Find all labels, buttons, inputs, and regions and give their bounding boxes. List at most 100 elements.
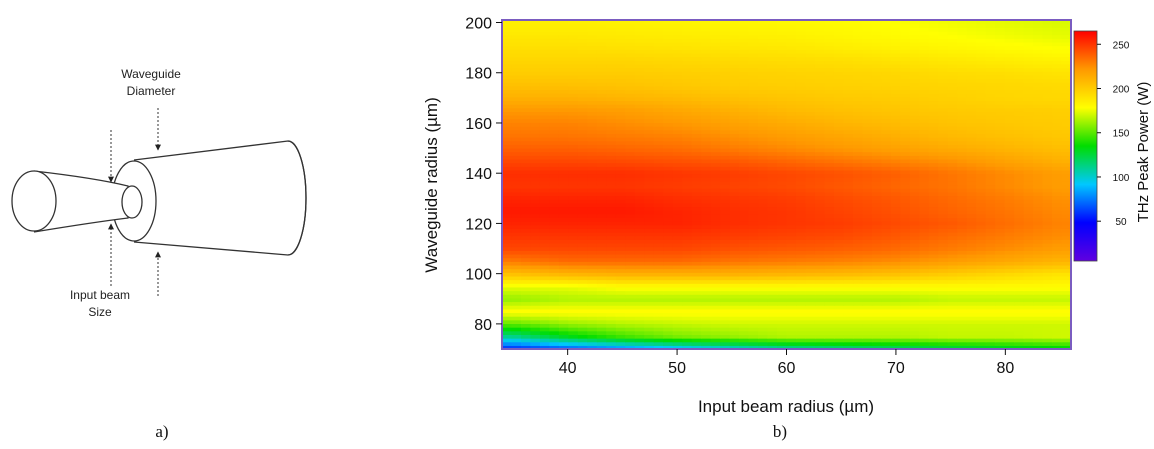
- heatmap-cell: [777, 232, 788, 237]
- heatmap-cell: [833, 257, 844, 262]
- heatmap-cell: [909, 283, 920, 288]
- heatmap-cell: [777, 213, 788, 218]
- heatmap-cell: [568, 305, 579, 310]
- heatmap-cell: [976, 122, 987, 127]
- heatmap-cell: [871, 279, 882, 284]
- heatmap-cell: [596, 82, 607, 87]
- heatmap-cell: [653, 268, 664, 273]
- heatmap-cell: [720, 268, 731, 273]
- heatmap-cell: [577, 221, 588, 226]
- heatmap-cell: [805, 191, 816, 197]
- heatmap-cell: [900, 239, 911, 244]
- heatmap-cell: [976, 279, 987, 284]
- heatmap-cell: [539, 82, 551, 87]
- heatmap-cell: [502, 312, 513, 317]
- heatmap-cell: [758, 228, 769, 233]
- heatmap-cell: [720, 305, 731, 310]
- heatmap-cell: [691, 49, 702, 54]
- heatmap-cell: [672, 232, 683, 237]
- heatmap-cell: [587, 345, 598, 350]
- heatmap-cell: [520, 286, 532, 292]
- heatmap-cell: [739, 188, 750, 193]
- heatmap-cell: [682, 111, 693, 116]
- heatmap-cell: [1052, 341, 1063, 346]
- heatmap-cell: [805, 82, 816, 87]
- heatmap-cell: [777, 221, 788, 226]
- heatmap-cell: [663, 286, 674, 292]
- heatmap-cell: [814, 126, 826, 131]
- heatmap-cell: [786, 118, 797, 123]
- heatmap-cell: [644, 210, 655, 215]
- heatmap-cell: [1004, 279, 1015, 284]
- heatmap-cell: [1033, 107, 1044, 112]
- heatmap-cell: [1042, 140, 1053, 145]
- heatmap-cell: [568, 82, 579, 87]
- heatmap-cell: [805, 330, 816, 335]
- heatmap-cell: [558, 191, 569, 197]
- heatmap-cell: [777, 100, 788, 105]
- heatmap-cell: [539, 290, 551, 295]
- heatmap-cell: [577, 224, 588, 229]
- heatmap-cell: [938, 89, 949, 94]
- heatmap-cell: [814, 96, 826, 102]
- heatmap-cell: [957, 49, 968, 54]
- heatmap-cell: [900, 140, 911, 145]
- heatmap-cell: [511, 166, 522, 171]
- heatmap-cell: [833, 294, 844, 299]
- heatmap-cell: [691, 133, 702, 138]
- heatmap-cell: [900, 93, 911, 98]
- heatmap-cell: [805, 118, 816, 123]
- heatmap-cell: [558, 217, 569, 222]
- heatmap-cell: [568, 129, 579, 134]
- heatmap-cell: [767, 294, 778, 299]
- heatmap-cell: [596, 173, 607, 178]
- heatmap-cell: [843, 49, 854, 54]
- heatmap-cell: [814, 217, 826, 222]
- heatmap-cell: [568, 242, 579, 248]
- heatmap-cell: [568, 316, 579, 321]
- heatmap-cell: [663, 188, 674, 193]
- heatmap-cell: [596, 177, 607, 182]
- heatmap-cell: [767, 89, 778, 94]
- heatmap-cell: [568, 191, 579, 197]
- heatmap-cell: [663, 136, 674, 142]
- heatmap-cell: [852, 327, 863, 332]
- heatmap-cell: [995, 162, 1006, 167]
- heatmap-cell: [1061, 305, 1072, 310]
- heatmap-cell: [1033, 290, 1044, 295]
- heatmap-cell: [938, 169, 949, 175]
- heatmap-cell: [720, 341, 731, 346]
- heatmap-cell: [909, 341, 920, 346]
- heatmap-cell: [890, 52, 901, 58]
- heatmap-cell: [824, 253, 835, 259]
- heatmap-cell: [900, 224, 911, 229]
- heatmap-cell: [511, 253, 522, 259]
- heatmap-cell: [1042, 126, 1053, 131]
- heatmap-cell: [672, 67, 683, 72]
- heatmap-cell: [985, 96, 996, 102]
- heatmap-cell: [758, 151, 769, 156]
- heatmap-cell: [625, 341, 636, 346]
- heatmap-cell: [758, 129, 769, 134]
- heatmap-cell: [720, 140, 731, 145]
- heatmap-cell: [852, 162, 863, 167]
- heatmap-cell: [615, 126, 626, 131]
- heatmap-cell: [1033, 191, 1044, 197]
- heatmap-cell: [928, 52, 939, 58]
- heatmap-cell: [824, 308, 835, 314]
- heatmap-cell: [909, 316, 920, 321]
- heatmap-cell: [1042, 136, 1053, 142]
- heatmap-cell: [947, 228, 958, 233]
- heatmap-cell: [909, 224, 920, 229]
- heatmap-cell: [682, 305, 693, 310]
- heatmap-cell: [985, 294, 996, 299]
- heatmap-cell: [530, 133, 541, 138]
- heatmap-cell: [1004, 308, 1015, 314]
- heatmap-cell: [995, 144, 1006, 149]
- heatmap-cell: [985, 173, 996, 178]
- heatmap-cell: [568, 96, 579, 102]
- heatmap-cell: [909, 100, 920, 105]
- heatmap-cell: [795, 345, 807, 350]
- heatmap-cell: [976, 312, 987, 317]
- heatmap-cell: [644, 305, 655, 310]
